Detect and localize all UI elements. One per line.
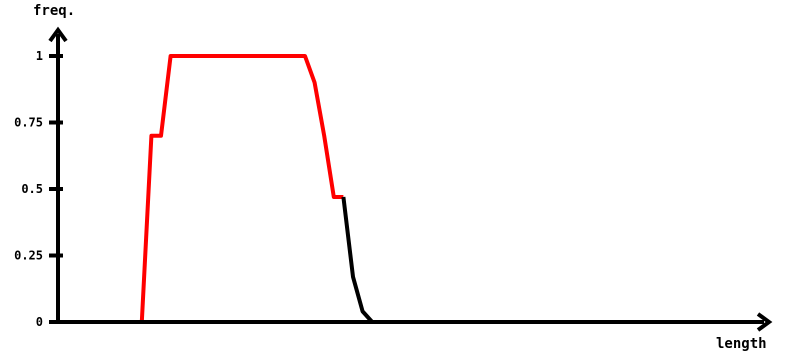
y-axis-arrowhead (48, 26, 68, 43)
y-tick-label: 0 (36, 315, 43, 329)
series-line-0 (139, 54, 344, 323)
y-tick-label: 0.25 (14, 249, 43, 263)
y-tick-label: 1 (36, 49, 43, 63)
y-tick-label: 0.75 (14, 116, 43, 130)
x-axis-arrowhead (756, 312, 773, 332)
y-tick-label: 0.5 (21, 182, 43, 196)
x-axis-label: length (716, 336, 767, 352)
y-axis-label: freq. (33, 3, 75, 19)
series-line-1 (341, 196, 478, 324)
